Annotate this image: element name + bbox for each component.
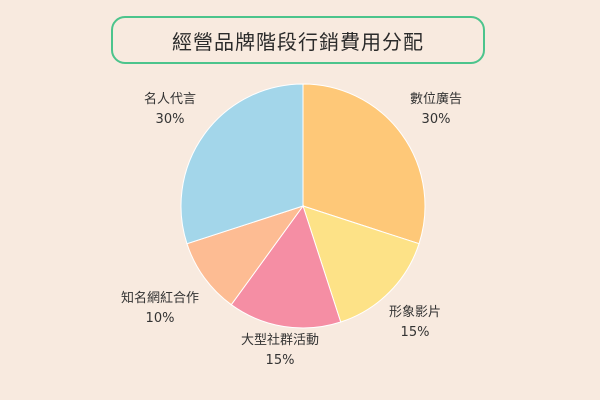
chart-title: 經營品牌階段行銷費用分配 — [111, 16, 485, 64]
pie-slice-5[interactable] — [180, 83, 304, 245]
slice-value-label: 15% — [266, 353, 295, 368]
slice-value-label: 10% — [146, 311, 175, 326]
slice-category-label: 知名網紅合作 — [121, 290, 199, 306]
pie-slice-4[interactable] — [186, 205, 305, 306]
slice-value-label: 30% — [156, 112, 185, 127]
slice-category-label: 名人代言 — [144, 91, 196, 107]
slice-category-label: 形象影片 — [389, 305, 441, 320]
slice-value-label: 30% — [422, 112, 451, 127]
slice-category-label: 數位廣告 — [410, 92, 462, 107]
pie-slice-1[interactable] — [302, 83, 426, 245]
pie-slice-2[interactable] — [302, 205, 420, 323]
slice-category-label: 大型社群活動 — [241, 332, 319, 348]
slice-value-label: 15% — [401, 325, 430, 340]
pie-slice-3[interactable] — [230, 204, 342, 329]
